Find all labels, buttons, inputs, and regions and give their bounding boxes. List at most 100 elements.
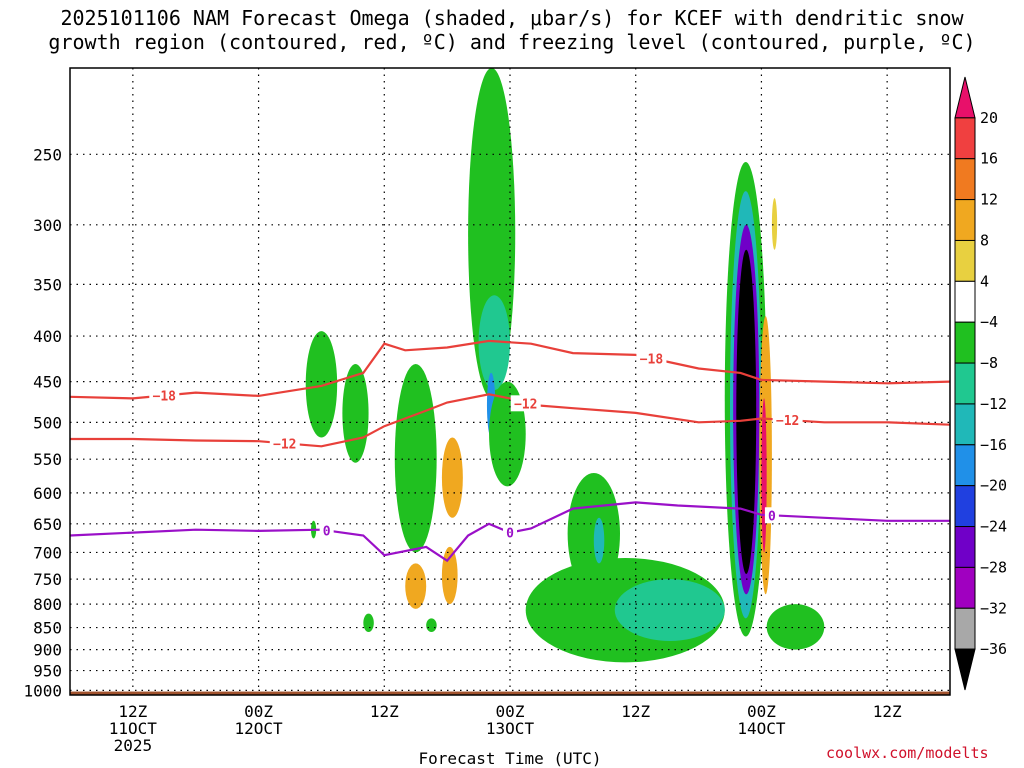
y-tick-label: 800 (33, 595, 62, 614)
chart-title: 2025101106 NAM Forecast Omega (shaded, μ… (0, 6, 1024, 54)
colorbar-label: −8 (980, 354, 998, 372)
y-tick-label: 350 (33, 275, 62, 294)
contour-label-bg (772, 412, 803, 429)
y-tick-label: 1000 (23, 681, 62, 700)
x-tick-label: 13OCT (486, 719, 535, 738)
omega-cell (761, 398, 767, 553)
colorbar-arrow-top (954, 76, 976, 119)
x-tick-label: 00Z (747, 702, 776, 721)
contour-label: −12 (273, 437, 296, 452)
x-tick-label: 12OCT (234, 719, 283, 738)
colorbar-label: −12 (980, 395, 1007, 413)
contour-label-bg (764, 507, 779, 524)
colorbar-label: 12 (980, 191, 998, 209)
x-tick-label: 12Z (370, 702, 399, 721)
y-tick-label: 650 (33, 515, 62, 534)
omega-cell (771, 198, 778, 250)
ground-band (70, 691, 950, 695)
colorbar-label: −28 (980, 558, 1007, 576)
plot-frame (69, 67, 951, 696)
title-line-2: growth region (contoured, red, ºC) and f… (48, 30, 976, 54)
contour-label-bg (319, 522, 334, 539)
omega-cell (305, 331, 338, 438)
colorbar-block (954, 117, 976, 160)
omega-cell (766, 604, 825, 650)
y-tick-label: 550 (33, 450, 62, 469)
colorbar-label: 4 (980, 272, 989, 290)
colorbar-block (954, 199, 976, 241)
colorbar-block (954, 607, 976, 650)
y-tick-label: 450 (33, 373, 62, 392)
omega-cell (478, 295, 510, 391)
colorbar-block (954, 444, 976, 487)
y-tick-label: 850 (33, 619, 62, 638)
contour-label-bg (636, 350, 667, 367)
x-tick-label: 12Z (118, 702, 147, 721)
colorbar-block (954, 158, 976, 201)
omega-colorbar: 20 16 12 8 4 −4 −8 −12 −16 −20 −24 −28 −32 −36 (954, 76, 1007, 691)
colorbar-block (954, 239, 976, 282)
colorbar-block (954, 485, 976, 528)
colorbar-label: 16 (980, 150, 998, 168)
temperature-contours: −18 −18 −12 −12 −12 0 0 0 (70, 339, 950, 563)
y-tick-label: 750 (33, 570, 62, 589)
omega-cell (593, 517, 605, 564)
x-tick-label: 12Z (621, 702, 650, 721)
colorbar-label: −32 (980, 599, 1007, 617)
contour-line (70, 393, 950, 448)
y-tick-label: 250 (33, 145, 62, 164)
colorbar-label: −16 (980, 436, 1007, 454)
y-tick-label: 900 (33, 641, 62, 660)
colorbar-label: 8 (980, 231, 989, 249)
colorbar-label: −24 (980, 518, 1007, 536)
contour-label-bg (510, 395, 541, 412)
colorbar-arrow-bottom (954, 648, 976, 691)
omega-cell (614, 579, 725, 641)
contour-label: 0 (768, 509, 776, 524)
contour-label-bg (269, 435, 300, 452)
x-tick-label: 11OCT (109, 719, 158, 738)
x-tick-label: 14OCT (737, 719, 786, 738)
omega-cell (736, 249, 757, 574)
y-tick-label: 700 (33, 543, 62, 562)
y-tick-label: 950 (33, 662, 62, 681)
contour-label: −18 (640, 352, 664, 367)
colorbar-block (954, 566, 976, 609)
credit-link[interactable]: coolwx.com/modelts (826, 744, 989, 762)
contour-label: −12 (776, 414, 799, 429)
colorbar-label: −36 (980, 640, 1007, 658)
contour-label-bg (149, 387, 180, 404)
contour-label: −12 (514, 397, 537, 412)
omega-cell (441, 546, 458, 605)
colorbar-label: −20 (980, 477, 1007, 495)
colorbar-label: −4 (980, 313, 998, 331)
omega-cell (363, 613, 374, 633)
omega-cell (567, 473, 620, 595)
colorbar-block (954, 526, 976, 568)
colorbar-block (954, 321, 976, 364)
omega-shading (305, 68, 825, 663)
x-tick-label: 12Z (873, 702, 902, 721)
x-tick-label: 2025 (114, 736, 153, 755)
axes: 250 300 350 400 450 500 550 600 650 700 750 800 850 9… (23, 145, 901, 768)
omega-cell (426, 618, 437, 633)
grid (70, 68, 950, 695)
colorbar-label: 20 (980, 109, 998, 127)
colorbar-block (954, 280, 976, 323)
x-axis-label: Forecast Time (UTC) (418, 749, 601, 768)
contour-line (70, 339, 950, 400)
plot-border (69, 67, 951, 696)
omega-cell (405, 563, 427, 609)
colorbar-block (954, 362, 976, 405)
contour-label: 0 (506, 527, 514, 542)
contour-label: 0 (323, 524, 331, 539)
y-tick-label: 300 (33, 216, 62, 235)
omega-cell (441, 437, 463, 518)
y-tick-label: 600 (33, 484, 62, 503)
colorbar-block (954, 403, 976, 446)
title-line-1: 2025101106 NAM Forecast Omega (shaded, μ… (60, 6, 964, 30)
x-tick-label: 00Z (496, 702, 525, 721)
contour-label-bg (503, 524, 517, 541)
contour-label: −18 (153, 390, 177, 405)
